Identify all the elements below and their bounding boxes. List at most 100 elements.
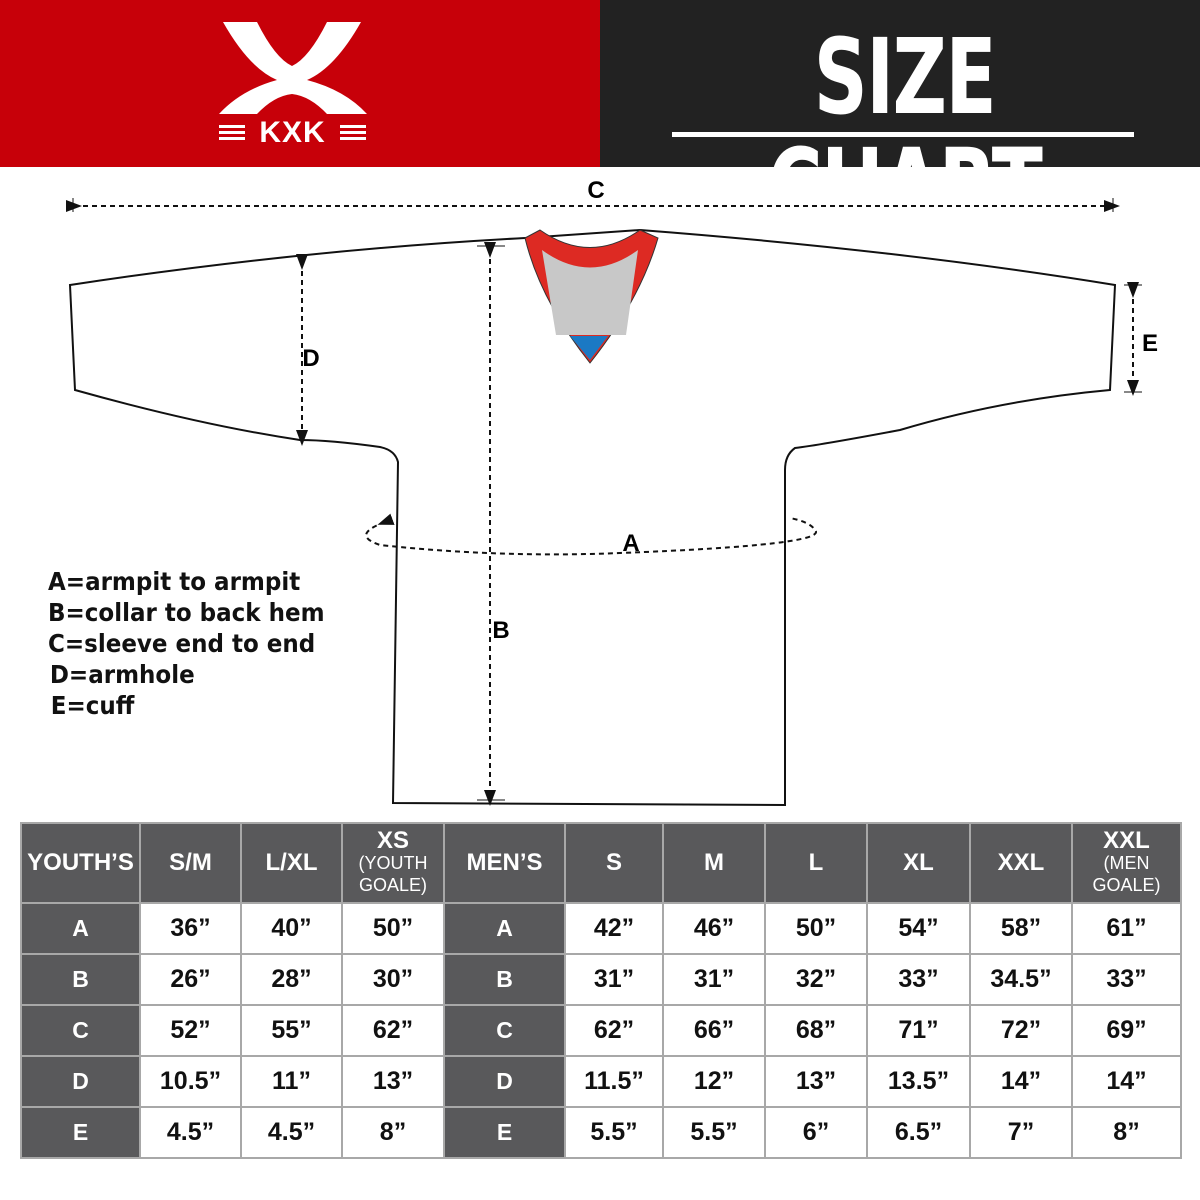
column-header-label: L/XL bbox=[265, 849, 318, 876]
table-cell: 4.5” bbox=[139, 1106, 242, 1159]
table-cell: 68” bbox=[764, 1004, 868, 1057]
header-title-panel bbox=[600, 0, 1200, 167]
table-cell: 11.5” bbox=[564, 1055, 664, 1108]
table-cell: 50” bbox=[764, 902, 868, 955]
label-a: A bbox=[622, 530, 639, 557]
table-cell: 69” bbox=[1071, 1004, 1182, 1057]
column-header-label: MEN’S bbox=[466, 849, 543, 876]
table-cell: 61” bbox=[1071, 902, 1182, 955]
table-cell: 26” bbox=[139, 953, 242, 1006]
table-row: E 4.5” 4.5” 8” E 5.5” 5.5” 6” 6.5” 7” 8” bbox=[20, 1106, 1182, 1159]
brand-name: KXK bbox=[259, 116, 326, 149]
table-cell: 30” bbox=[341, 953, 445, 1006]
column-header-label: S bbox=[605, 849, 622, 876]
column-header-label: YOUTH’S bbox=[27, 849, 134, 876]
size-header: L bbox=[764, 822, 868, 904]
column-header-label: L bbox=[808, 849, 824, 876]
table-cell: 55” bbox=[240, 1004, 343, 1057]
row-label: C bbox=[443, 1004, 566, 1057]
size-table: YOUTH’S S/M L/XL XS (YOUTH GOALE) MEN’S S M L XL X… bbox=[20, 822, 1182, 1159]
column-header-label: XL bbox=[903, 849, 934, 876]
row-label: A bbox=[443, 902, 566, 955]
legend-item: A=armpit to armpit bbox=[48, 567, 301, 596]
table-cell: 72” bbox=[969, 1004, 1073, 1057]
table-row: C 52” 55” 62” C 62” 66” 68” 71” 72” 69” bbox=[20, 1004, 1182, 1057]
table-cell: 62” bbox=[564, 1004, 664, 1057]
table-cell: 36” bbox=[139, 902, 242, 955]
table-row: B 26” 28” 30” B 31” 31” 32” 33” 34.5” 33” bbox=[20, 953, 1182, 1006]
row-label: A bbox=[20, 902, 141, 955]
row-label: D bbox=[443, 1055, 566, 1108]
row-label: B bbox=[443, 953, 566, 1006]
table-row: A 36” 40” 50” A 42” 46” 50” 54” 58” 61” bbox=[20, 902, 1182, 955]
column-header-label: S/M bbox=[169, 849, 212, 876]
table-cell: 71” bbox=[866, 1004, 971, 1057]
table-cell: 12” bbox=[662, 1055, 766, 1108]
table-cell: 28” bbox=[240, 953, 343, 1006]
table-cell: 42” bbox=[564, 902, 664, 955]
size-header: S/M bbox=[139, 822, 242, 904]
table-cell: 8” bbox=[1071, 1106, 1182, 1159]
size-header: S bbox=[564, 822, 664, 904]
table-cell: 31” bbox=[564, 953, 664, 1006]
page-title: SIZE CHART bbox=[767, 16, 1043, 248]
table-cell: 8” bbox=[341, 1106, 445, 1159]
table-cell: 62” bbox=[341, 1004, 445, 1057]
column-header-note: (MEN GOALE) bbox=[1092, 853, 1161, 895]
table-cell: 6” bbox=[764, 1106, 868, 1159]
table-cell: 34.5” bbox=[969, 953, 1073, 1006]
table-cell: 33” bbox=[1071, 953, 1182, 1006]
column-header-label: M bbox=[704, 849, 724, 876]
measurement-legend: A=armpit to armpit B=collar to back hem … bbox=[48, 566, 325, 721]
table-cell: 6.5” bbox=[866, 1106, 971, 1159]
size-header: XXL bbox=[969, 822, 1073, 904]
youth-header: YOUTH’S bbox=[20, 822, 141, 904]
legend-item: E=cuff bbox=[50, 691, 135, 720]
table-cell: 13” bbox=[341, 1055, 445, 1108]
table-cell: 32” bbox=[764, 953, 868, 1006]
label-c: C bbox=[587, 177, 604, 204]
size-header: XXL (MEN GOALE) bbox=[1071, 822, 1182, 904]
table-cell: 52” bbox=[139, 1004, 242, 1057]
label-d: D bbox=[302, 345, 319, 372]
legend-item: D=armhole bbox=[49, 660, 195, 689]
table-cell: 14” bbox=[1071, 1055, 1182, 1108]
size-header: XS (YOUTH GOALE) bbox=[341, 822, 445, 904]
table-cell: 5.5” bbox=[662, 1106, 766, 1159]
jersey-outline bbox=[68, 228, 1117, 807]
legend-item: B=collar to back hem bbox=[48, 598, 325, 627]
table-cell: 50” bbox=[341, 902, 445, 955]
row-label: B bbox=[20, 953, 141, 1006]
table-cell: 5.5” bbox=[564, 1106, 664, 1159]
kxk-logo-icon bbox=[219, 22, 367, 140]
table-cell: 31” bbox=[662, 953, 766, 1006]
table-cell: 4.5” bbox=[240, 1106, 343, 1159]
jersey-diagram: C D B A E bbox=[66, 177, 1158, 807]
table-header-row: YOUTH’S S/M L/XL XS (YOUTH GOALE) MEN’S S M L XL X… bbox=[20, 822, 1182, 904]
table-cell: 10.5” bbox=[139, 1055, 242, 1108]
table-cell: 7” bbox=[969, 1106, 1073, 1159]
table-cell: 66” bbox=[662, 1004, 766, 1057]
title-underline bbox=[672, 132, 1134, 137]
row-label: E bbox=[20, 1106, 141, 1159]
size-header: L/XL bbox=[240, 822, 343, 904]
size-header: M bbox=[662, 822, 766, 904]
table-cell: 54” bbox=[866, 902, 971, 955]
column-header-label: XS bbox=[376, 827, 409, 854]
row-label: C bbox=[20, 1004, 141, 1057]
collar bbox=[524, 229, 659, 364]
row-label: D bbox=[20, 1055, 141, 1108]
table-cell: 58” bbox=[969, 902, 1073, 955]
men-header: MEN’S bbox=[443, 822, 566, 904]
table-cell: 40” bbox=[240, 902, 343, 955]
table-cell: 46” bbox=[662, 902, 766, 955]
table-cell: 33” bbox=[866, 953, 971, 1006]
column-header-note: (YOUTH GOALE) bbox=[358, 853, 428, 895]
size-header: XL bbox=[866, 822, 971, 904]
table-cell: 13” bbox=[764, 1055, 868, 1108]
column-header-label: XXL bbox=[1103, 827, 1150, 854]
table-cell: 13.5” bbox=[866, 1055, 971, 1108]
label-e: E bbox=[1142, 330, 1158, 357]
column-header-label: XXL bbox=[997, 849, 1045, 876]
table-cell: 14” bbox=[969, 1055, 1073, 1108]
